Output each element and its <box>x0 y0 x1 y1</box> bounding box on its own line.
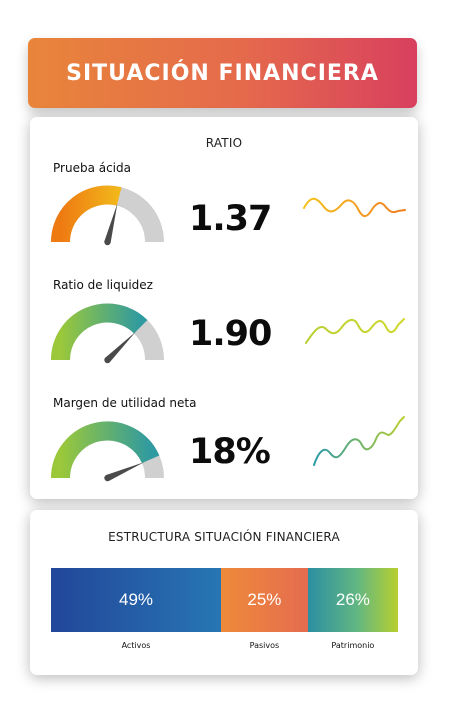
gauge-ratio-liquidez <box>51 303 164 364</box>
gauge-fill <box>51 303 148 361</box>
gauge-fill <box>51 421 160 479</box>
header-banner: SITUACIÓN FINANCIERA <box>28 38 417 108</box>
sparkline-path <box>313 416 405 466</box>
sparkline-margen-utilidad <box>313 416 405 466</box>
structure-section-title: ESTRUCTURA SITUACIÓN FINANCIERA <box>108 530 340 544</box>
segment-label-pasivos: Pasivos <box>249 641 280 650</box>
metric-value-margen-utilidad: 18% <box>189 432 271 472</box>
gauge-needle <box>105 331 136 363</box>
sparkline-ratio-liquidez <box>305 318 405 344</box>
segment-patrimonio-value: 26% <box>335 590 370 609</box>
segment-activos-value: 49% <box>118 590 154 609</box>
segment-label-patrimonio: Patrimonio <box>331 641 375 650</box>
ratio-section-title: RATIO <box>205 136 243 150</box>
gauge-prueba-acida <box>51 185 164 246</box>
gauge-fill <box>51 185 122 243</box>
structure-stacked-bar: 49% 25% 26% <box>51 568 398 632</box>
segment-patrimonio: 26% <box>307 568 398 632</box>
page-title: SITUACIÓN FINANCIERA <box>66 60 379 86</box>
metric-label-prueba-acida: Prueba ácida <box>53 161 131 175</box>
segment-pasivos: 25% <box>221 568 308 632</box>
gauge-hub <box>104 474 111 482</box>
segment-label-activos: Activos <box>121 641 151 650</box>
segment-pasivos-value: 25% <box>247 590 282 609</box>
metric-label-ratio-liquidez: Ratio de liquidez <box>53 278 153 292</box>
segment-activos: 49% <box>51 568 222 632</box>
ratio-card: RATIO Prueba ácida 1.37 Ratio de liquide… <box>30 117 418 499</box>
metric-label-margen-utilidad: Margen de utilidad neta <box>53 396 197 410</box>
sparkline-path <box>305 318 405 344</box>
gauge-hub <box>104 238 111 246</box>
sparkline-path <box>303 197 406 217</box>
gauge-margen-utilidad <box>51 421 164 482</box>
gauge-needle <box>104 203 118 243</box>
sparkline-prueba-acida <box>303 197 406 217</box>
structure-card: ESTRUCTURA SITUACIÓN FINANCIERA 49% 25% … <box>30 510 418 675</box>
metric-value-prueba-acida: 1.37 <box>189 199 272 239</box>
gauge-hub <box>104 356 111 364</box>
metric-value-ratio-liquidez: 1.90 <box>189 314 272 354</box>
gauge-needle <box>106 462 145 481</box>
